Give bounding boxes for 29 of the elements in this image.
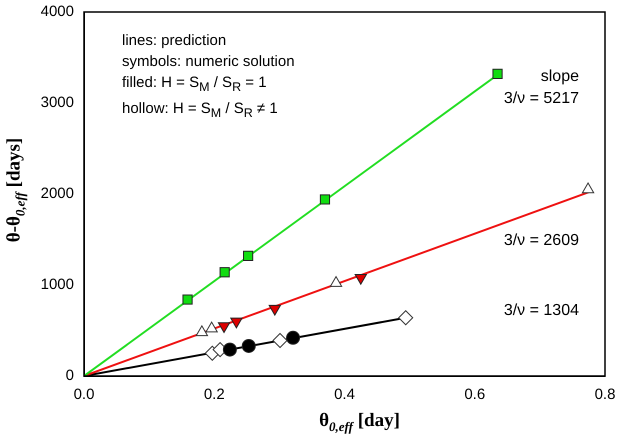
point xyxy=(398,310,414,326)
y-tick-label: 0 xyxy=(66,367,74,384)
annotation: slope xyxy=(540,68,579,86)
y-tick-label: 2000 xyxy=(40,185,74,202)
annotation: 3/ν = 2609 xyxy=(504,232,579,250)
point xyxy=(243,250,254,261)
point xyxy=(272,333,288,348)
point xyxy=(320,194,330,205)
annotation: hollow: H = S$_{M}$ / S$_{R}$ ≠ 1 xyxy=(122,99,279,122)
point xyxy=(222,342,237,357)
annotation: 3/ν = 1304 xyxy=(504,302,579,320)
annotation: filled: H = S$_{M}$ / S$_{R}$ = 1 xyxy=(122,73,268,96)
y-tick-label: 1000 xyxy=(40,276,74,294)
y-tick-label: 4000 xyxy=(40,3,74,20)
point xyxy=(286,330,300,345)
x-tick-label: 0.8 xyxy=(594,386,616,404)
x-tick-label: 0.4 xyxy=(334,386,355,404)
annotation: symbols: numeric solution xyxy=(122,52,295,72)
x-axis-title: θ$_{0,eff}$ [day] xyxy=(318,410,401,435)
annotation: 3/ν = 5217 xyxy=(504,90,579,108)
point xyxy=(492,68,503,79)
x-tick-label: 0.6 xyxy=(464,386,486,404)
point xyxy=(182,294,193,305)
y-tick-label: 3000 xyxy=(40,94,74,112)
annotation: lines: prediction xyxy=(122,31,228,51)
point xyxy=(242,338,256,353)
point xyxy=(220,267,230,278)
x-tick-label: 0.0 xyxy=(74,386,94,404)
x-tick-label: 0.2 xyxy=(204,386,225,404)
